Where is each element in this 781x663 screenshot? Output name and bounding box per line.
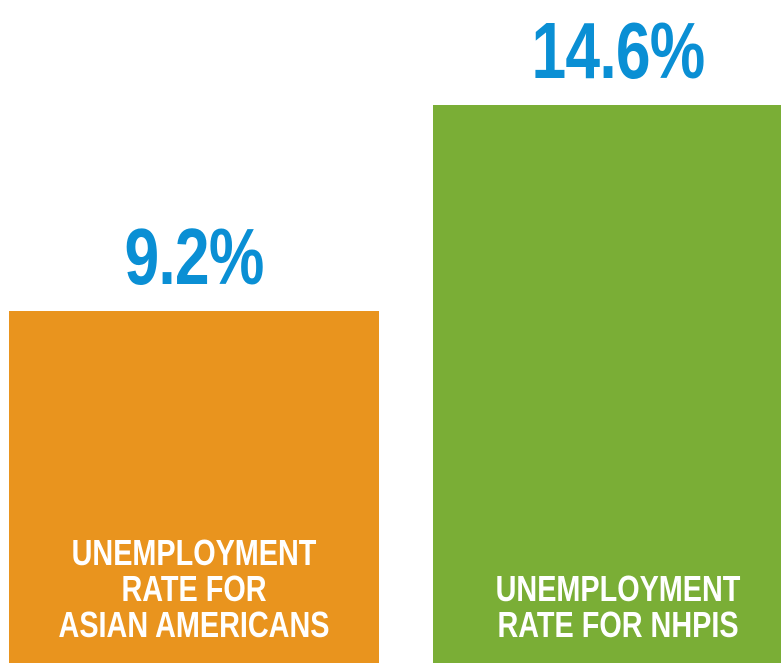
category-label-line: RATE FOR NHPIs bbox=[497, 604, 739, 645]
bar-1: UNEMPLOYMENT RATE FOR ASIAN AMERICANS bbox=[9, 311, 379, 663]
category-label-line: UNEMPLOYMENT bbox=[71, 532, 317, 573]
category-label-line: RATE FOR bbox=[121, 568, 267, 609]
category-label-line: ASIAN AMERICANS bbox=[58, 604, 330, 645]
value-label-1: 9.2% bbox=[124, 212, 264, 301]
category-label-line: UNEMPLOYMENT bbox=[495, 568, 741, 609]
category-label-1: UNEMPLOYMENT RATE FOR ASIAN AMERICANS bbox=[46, 535, 342, 643]
value-label-2: 14.6% bbox=[531, 6, 705, 95]
bar-2: UNEMPLOYMENT RATE FOR NHPIs bbox=[433, 105, 781, 663]
category-label-2: UNEMPLOYMENT RATE FOR NHPIs bbox=[470, 571, 766, 643]
